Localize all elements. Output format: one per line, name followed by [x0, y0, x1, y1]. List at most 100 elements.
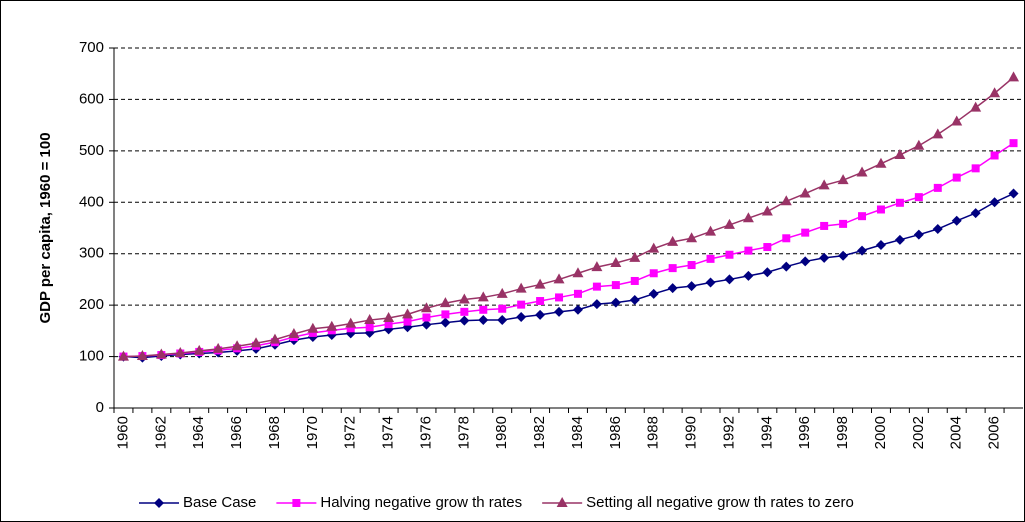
data-point — [762, 267, 773, 278]
data-point — [572, 267, 584, 278]
y-tick-label: 500 — [79, 142, 104, 159]
data-point — [403, 317, 412, 326]
data-point — [894, 234, 905, 245]
data-point — [648, 288, 659, 299]
x-tick-label: 1968 — [266, 416, 283, 449]
data-point — [723, 218, 735, 229]
legend-label: Halving negative grow th rates — [320, 494, 522, 511]
data-point — [517, 300, 526, 309]
y-tick-label: 700 — [79, 39, 104, 56]
x-tick-label: 1978 — [455, 416, 472, 449]
y-tick-label: 0 — [96, 399, 104, 416]
x-tick-label: 1984 — [569, 416, 586, 449]
x-tick-label: 1992 — [720, 416, 737, 449]
data-point — [876, 205, 885, 214]
data-point — [345, 317, 357, 328]
data-point — [479, 305, 488, 314]
x-tick-label: 1988 — [645, 416, 662, 449]
data-point — [420, 302, 432, 313]
data-point — [422, 313, 431, 322]
data-point — [952, 173, 961, 182]
x-tick-label: 1982 — [531, 416, 548, 449]
data-point — [705, 277, 716, 288]
data-point — [610, 256, 622, 267]
data-point — [819, 252, 830, 263]
x-tick-label: 1986 — [607, 416, 624, 449]
data-point — [308, 328, 317, 337]
data-point — [572, 304, 583, 315]
data-point — [686, 281, 697, 292]
data-point — [799, 187, 811, 198]
data-point — [573, 289, 582, 298]
data-point — [629, 295, 640, 305]
data-point — [1008, 71, 1020, 82]
data-point — [801, 228, 810, 237]
data-point — [989, 197, 1000, 208]
x-tick-label: 1964 — [190, 416, 207, 449]
data-point — [744, 246, 753, 255]
data-point — [780, 195, 792, 206]
x-tick-label: 1966 — [228, 416, 245, 449]
data-point — [365, 323, 374, 332]
data-point — [326, 320, 338, 331]
data-point — [743, 270, 754, 281]
data-point — [536, 297, 545, 306]
data-point — [497, 315, 508, 326]
x-tick-label: 1962 — [152, 416, 169, 449]
y-axis-label: GDP per capita, 1960 = 100 — [37, 132, 54, 323]
y-tick-label: 200 — [79, 296, 104, 313]
data-point — [875, 157, 887, 168]
y-tick-label: 300 — [79, 245, 104, 262]
data-point — [895, 198, 904, 207]
data-point — [364, 314, 376, 325]
data-point — [742, 212, 754, 223]
data-point — [781, 261, 792, 272]
x-tick-label: 1974 — [380, 416, 397, 449]
data-point — [250, 337, 262, 348]
data-point — [818, 179, 830, 190]
data-point — [592, 282, 601, 291]
x-tick-label: 1970 — [304, 416, 321, 449]
legend-marker — [154, 498, 164, 508]
data-point — [875, 239, 886, 250]
data-point — [667, 283, 678, 294]
data-point — [384, 320, 393, 329]
data-point — [914, 193, 923, 202]
y-tick-label: 100 — [79, 348, 104, 365]
x-tick-label: 1972 — [342, 416, 359, 449]
data-point — [761, 205, 773, 216]
data-point — [1009, 139, 1018, 148]
data-point — [553, 273, 565, 284]
x-tick-label: 1998 — [834, 416, 851, 449]
data-point — [820, 221, 829, 230]
data-point — [686, 232, 698, 243]
data-point — [839, 219, 848, 228]
data-point — [705, 225, 717, 236]
data-point — [269, 333, 281, 344]
data-point — [534, 278, 546, 289]
data-point — [458, 293, 470, 304]
data-point — [687, 261, 696, 270]
data-point — [630, 276, 639, 285]
data-point — [857, 245, 868, 256]
data-point — [856, 166, 868, 177]
y-tick-label: 600 — [79, 90, 104, 107]
data-point — [724, 274, 735, 285]
data-point — [174, 346, 186, 357]
data-point — [231, 340, 243, 351]
data-point — [990, 151, 999, 160]
data-point — [913, 139, 925, 150]
x-tick-label: 1960 — [114, 416, 131, 449]
data-point — [989, 87, 1001, 98]
data-point — [478, 315, 489, 326]
data-point — [591, 299, 602, 310]
data-point — [591, 261, 603, 272]
data-point — [212, 342, 224, 353]
data-point — [498, 304, 507, 313]
data-point — [477, 291, 489, 302]
legend-label: Setting all negative grow th rates to ze… — [586, 494, 854, 511]
data-point — [951, 115, 963, 126]
data-point — [725, 250, 734, 259]
data-point — [970, 208, 981, 219]
